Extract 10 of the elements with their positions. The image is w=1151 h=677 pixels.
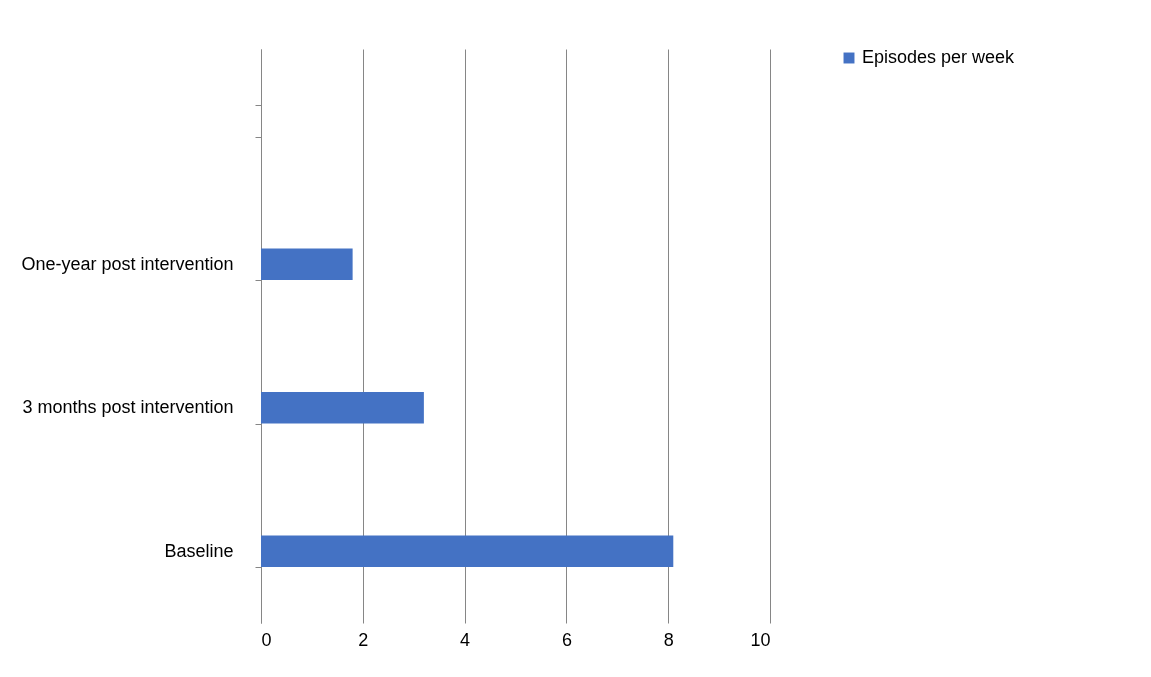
x-tick-label: 0 bbox=[261, 629, 272, 650]
x-tick-label: 8 bbox=[663, 629, 674, 650]
x-tick-label: 6 bbox=[561, 629, 572, 650]
legend-label: Episodes per week bbox=[862, 47, 1016, 67]
x-tick-label: 2 bbox=[358, 629, 369, 650]
y-tick-label: Baseline bbox=[164, 540, 234, 561]
y-tick-label: 3 months post intervention bbox=[22, 397, 234, 418]
y-tick-label: One-year post intervention bbox=[21, 253, 234, 274]
x-tick-label: 10 bbox=[750, 629, 771, 650]
x-tick-label: 4 bbox=[460, 629, 471, 650]
